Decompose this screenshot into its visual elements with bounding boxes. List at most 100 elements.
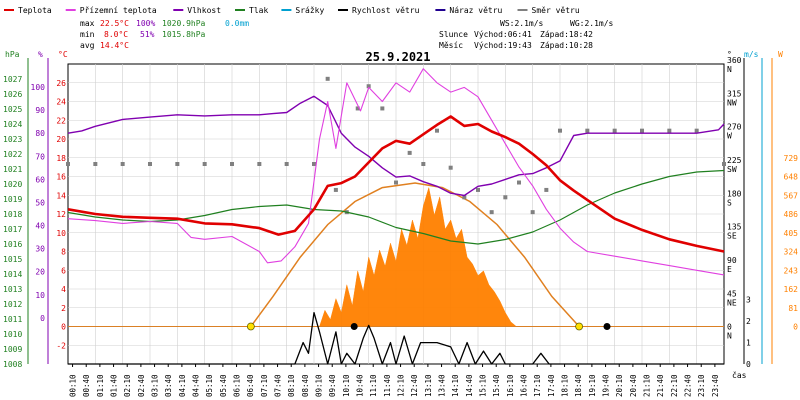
direction-point xyxy=(694,128,699,133)
direction-point xyxy=(517,180,521,185)
x-tick-label: 03:10 xyxy=(151,374,160,397)
wind-tick-label: 0 xyxy=(746,360,751,369)
x-tick-label: 05:40 xyxy=(219,374,228,397)
x-tick-label: 18:40 xyxy=(574,374,583,397)
radiation-tick-label: 81 xyxy=(788,304,798,313)
humidity-tick-label: 70 xyxy=(35,152,45,161)
direction-axis-title: ° xyxy=(727,50,732,59)
direction-point xyxy=(202,162,207,166)
direction-point xyxy=(558,128,562,133)
moonset-marker xyxy=(350,323,358,330)
direction-tick-deg: 45 xyxy=(727,289,737,298)
wind-tick-label: 2 xyxy=(746,317,751,326)
direction-tick-deg: 90 xyxy=(727,256,737,265)
x-tick-label: 19:40 xyxy=(602,374,611,397)
temp-tick-label: 18 xyxy=(56,154,66,163)
direction-tick-deg: 135 xyxy=(727,223,742,232)
x-tick-label: 15:40 xyxy=(492,374,501,397)
direction-point xyxy=(66,162,70,166)
x-tick-label: 23:40 xyxy=(711,374,720,397)
wind-tick-label: 3 xyxy=(746,296,751,305)
x-tick-label: 08:10 xyxy=(287,374,296,397)
direction-tick-deg: 315 xyxy=(727,89,742,98)
direction-point xyxy=(93,162,98,166)
direction-tick-dir: N xyxy=(727,332,732,341)
pressure-tick-label: 1024 xyxy=(3,120,22,129)
legend-label: Rychlost větru xyxy=(352,6,420,15)
pressure-tick-label: 1017 xyxy=(3,225,22,234)
pressure-tick-label: 1018 xyxy=(3,210,22,219)
stats-max-hum: 100% xyxy=(136,19,155,28)
pressure-tick-label: 1019 xyxy=(3,195,22,204)
direction-point xyxy=(640,128,644,133)
humidity-tick-label: 50 xyxy=(35,198,45,207)
radiation-tick-label: 405 xyxy=(784,229,799,238)
temp-tick-label: 22 xyxy=(56,116,66,125)
sunrise: Východ:06:41 xyxy=(474,30,532,39)
direction-point xyxy=(284,162,289,166)
wind-speed-now: WS:2.1m/s xyxy=(500,19,544,28)
direction-tick-deg: 180 xyxy=(727,189,742,198)
radiation-tick-label: 243 xyxy=(784,266,799,275)
x-tick-label: 22:40 xyxy=(684,374,693,397)
direction-point xyxy=(325,76,330,81)
direction-point xyxy=(462,195,467,200)
direction-point xyxy=(355,106,360,111)
radiation-tick-label: 729 xyxy=(784,154,799,163)
pressure-tick-label: 1023 xyxy=(3,135,22,144)
direction-tick-deg: 0 xyxy=(727,323,732,332)
radiation-axis-title: W xyxy=(778,50,783,59)
direction-point xyxy=(407,150,412,155)
radiation-tick-label: 324 xyxy=(784,248,799,257)
pressure-tick-label: 1014 xyxy=(3,270,22,279)
radiation-tick-label: 567 xyxy=(784,191,799,200)
x-tick-label: 04:10 xyxy=(178,374,187,397)
x-tick-label: 23:10 xyxy=(697,374,706,397)
x-tick-label: 08:40 xyxy=(301,374,310,397)
stats-min-label: min xyxy=(80,30,95,39)
stats-min-press: 1015.8hPa xyxy=(162,30,206,39)
x-tick-label: 07:10 xyxy=(260,374,269,397)
direction-point xyxy=(448,165,453,170)
temp-tick-label: 8 xyxy=(61,248,66,257)
legend-label: Náraz větru xyxy=(449,6,502,15)
x-tick-label: 15:10 xyxy=(479,374,488,397)
direction-point xyxy=(333,187,338,192)
direction-point xyxy=(667,128,672,133)
x-tick-label: 13:10 xyxy=(424,374,433,397)
legend-label: Srážky xyxy=(295,6,324,15)
x-tick-label: 01:40 xyxy=(110,374,119,397)
radiation-area xyxy=(68,187,724,327)
radiation-tick-label: 648 xyxy=(784,173,799,182)
ground_temp-line xyxy=(67,68,725,276)
x-tick-label: 11:40 xyxy=(383,374,392,397)
direction-point xyxy=(230,162,234,166)
x-tick-label: 20:10 xyxy=(615,374,624,397)
stats-avg-temp: 14.4°C xyxy=(100,41,129,50)
direction-point xyxy=(722,162,726,166)
x-tick-label: 09:40 xyxy=(328,374,337,397)
legend-label: Teplota xyxy=(18,6,52,15)
humidity-line xyxy=(67,95,725,197)
x-tick-label: 00:10 xyxy=(69,374,78,397)
x-tick-label: 10:40 xyxy=(356,374,365,397)
humidity-axis-title: % xyxy=(38,50,43,59)
direction-point xyxy=(503,195,508,200)
direction-point xyxy=(544,187,549,192)
x-tick-label: 11:10 xyxy=(369,374,378,397)
pressure-tick-label: 1027 xyxy=(3,75,22,84)
temp-tick-label: 26 xyxy=(56,79,66,88)
radiation-theory-curve xyxy=(250,182,580,328)
pressure-tick-label: 1015 xyxy=(3,255,22,264)
direction-tick-deg: 225 xyxy=(727,156,742,165)
temp-tick-label: 24 xyxy=(56,98,66,107)
direction-point xyxy=(366,84,371,89)
temp-tick-label: 12 xyxy=(56,210,66,219)
direction-point xyxy=(530,210,535,215)
pressure-tick-label: 1013 xyxy=(3,285,22,294)
time-axis-title: čas xyxy=(732,370,747,380)
sunset: Západ:18:42 xyxy=(540,30,593,39)
direction-point xyxy=(394,180,398,185)
direction-tick-dir: N xyxy=(727,65,732,74)
